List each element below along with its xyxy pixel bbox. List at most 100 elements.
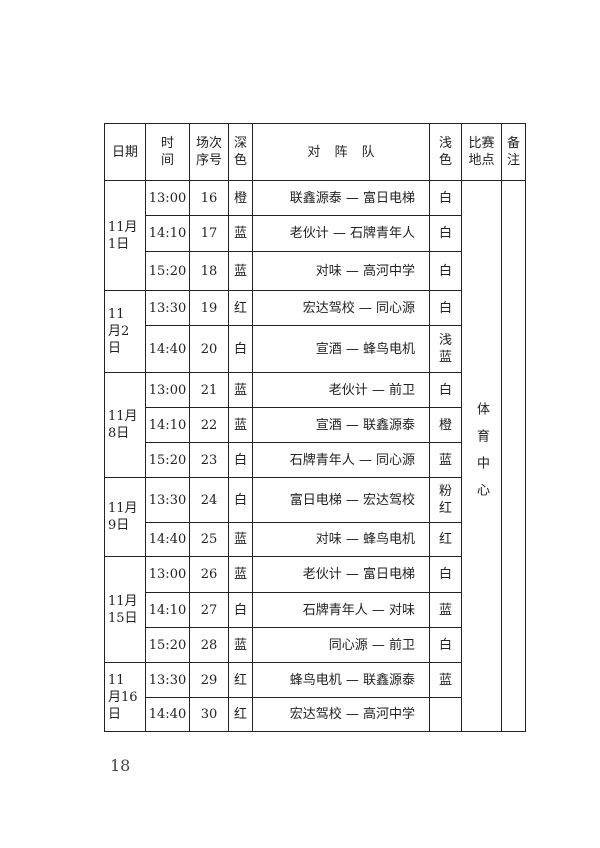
table-row: 11月15日 13:00 26 蓝老伙计 — 富日电梯白 <box>104 556 526 663</box>
time-cell: 15:20 <box>145 251 190 291</box>
light-color-cell: 白 <box>429 372 462 408</box>
time-cell: 13:00 <box>145 372 190 408</box>
table-row: 14:40 20 白宣酒 — 蜂鸟电机 浅蓝 <box>105 325 526 373</box>
date-cell: 11 月2日 <box>104 290 146 373</box>
table-row: 14:40 25 蓝对味 — 蜂鸟电机红 <box>105 522 526 557</box>
header-light-color: 浅色 <box>429 123 462 181</box>
date-cell: 11月8日 <box>104 372 146 478</box>
teams-cell: 宣酒 — 蜂鸟电机 <box>252 325 430 373</box>
dark-color-cell: 蓝 <box>228 627 253 663</box>
teams-cell: 石牌青年人 — 同心源 <box>252 442 430 478</box>
header-date: 日期 <box>104 123 146 181</box>
header-teams: 对 阵 队 <box>252 123 430 181</box>
teams-cell: 宣酒 — 联鑫源泰 <box>252 407 430 443</box>
light-color-cell: 蓝 <box>429 662 462 698</box>
light-color-cell: 白 <box>429 215 462 252</box>
light-color-cell: 白 <box>429 251 462 291</box>
light-color-cell: 蓝 <box>429 592 462 628</box>
match-no-cell: 28 <box>189 627 229 663</box>
time-cell: 13:30 <box>145 290 190 326</box>
dark-color-cell: 蓝 <box>228 407 253 443</box>
light-color-cell: 粉红 <box>429 477 462 523</box>
light-color-cell: 橙 <box>429 407 462 443</box>
table-row: 15:20 18 蓝对味 — 高河中学白 <box>105 251 526 291</box>
teams-cell: 同心源 — 前卫 <box>252 627 430 663</box>
light-color-cell: 白 <box>429 556 462 593</box>
header-time: 时间 <box>145 123 190 181</box>
light-color-cell: 白 <box>429 290 462 326</box>
table-row: 15:20 28 蓝同心源 — 前卫白 <box>105 627 526 663</box>
table-row: 11 月16日 13:30 29 红蜂鸟电机 — 联鑫源泰蓝 <box>104 662 526 732</box>
time-cell: 15:20 <box>145 442 190 478</box>
match-no-cell: 30 <box>189 697 229 732</box>
table-row: 11 月2日 13:30 19 红宏达驾校 — 同心源白 <box>104 290 526 373</box>
time-cell: 13:00 <box>145 556 190 593</box>
dark-color-cell: 蓝 <box>228 215 253 252</box>
dark-color-cell: 白 <box>228 477 253 523</box>
teams-cell: 蜂鸟电机 — 联鑫源泰 <box>252 662 430 698</box>
date-cell: 11月1日 <box>104 180 146 291</box>
match-no-cell: 27 <box>189 592 229 628</box>
dark-color-cell: 红 <box>228 290 253 326</box>
dark-color-cell: 蓝 <box>228 372 253 408</box>
table-row: 11月8日 13:00 21 蓝老伙计 — 前卫白 <box>104 372 526 478</box>
match-no-cell: 21 <box>189 372 229 408</box>
table-row: 15:20 23 白石牌青年人 — 同心源蓝 <box>105 442 526 478</box>
table-row: 11月9日 13:30 24 白富日电梯 — 宏达驾校 粉红 <box>104 477 526 557</box>
table-row: 14:40 30 红宏达驾校 — 高河中学 <box>105 697 526 732</box>
teams-cell: 宏达驾校 — 同心源 <box>252 290 430 326</box>
dark-color-cell: 红 <box>228 662 253 698</box>
match-no-cell: 16 <box>189 180 229 216</box>
header-notes: 备注 <box>501 123 526 181</box>
time-cell: 13:30 <box>145 477 190 523</box>
match-no-cell: 20 <box>189 325 229 373</box>
teams-cell: 联鑫源泰 — 富日电梯 <box>252 180 430 216</box>
date-cell: 11 月16日 <box>104 662 146 732</box>
match-no-cell: 26 <box>189 556 229 593</box>
match-no-cell: 18 <box>189 251 229 291</box>
light-color-cell: 白 <box>429 627 462 663</box>
time-cell: 13:00 <box>145 180 190 216</box>
teams-cell: 宏达驾校 — 高河中学 <box>252 697 430 732</box>
time-cell: 14:10 <box>145 407 190 443</box>
table-row: 14:10 17 蓝老伙计 — 石牌青年人白 <box>105 215 526 252</box>
teams-cell: 石牌青年人 — 对味 <box>252 592 430 628</box>
header-dark-color: 深色 <box>228 123 253 181</box>
notes-cell <box>501 180 526 732</box>
teams-cell: 老伙计 — 前卫 <box>252 372 430 408</box>
date-cell: 11月9日 <box>104 477 146 557</box>
match-no-cell: 29 <box>189 662 229 698</box>
schedule-table: 日期 时间 场次序号 深色 对 阵 队 浅色 比赛地点 备注 11月1日 13:0… <box>104 123 526 732</box>
dark-color-cell: 白 <box>228 592 253 628</box>
light-color-cell: 浅蓝 <box>429 325 462 373</box>
teams-cell: 老伙计 — 石牌青年人 <box>252 215 430 252</box>
dark-color-cell: 蓝 <box>228 522 253 557</box>
time-cell: 14:40 <box>145 522 190 557</box>
light-color-cell <box>429 697 462 732</box>
dark-color-cell: 橙 <box>228 180 253 216</box>
light-color-cell: 蓝 <box>429 442 462 478</box>
dark-color-cell: 蓝 <box>228 556 253 593</box>
dark-color-cell: 白 <box>228 325 253 373</box>
teams-cell: 富日电梯 — 宏达驾校 <box>252 477 430 523</box>
match-no-cell: 25 <box>189 522 229 557</box>
time-cell: 13:30 <box>145 662 190 698</box>
light-color-cell: 红 <box>429 522 462 557</box>
light-color-cell: 白 <box>429 180 462 216</box>
match-no-cell: 19 <box>189 290 229 326</box>
teams-cell: 对味 — 蜂鸟电机 <box>252 522 430 557</box>
header-venue: 比赛地点 <box>461 123 502 181</box>
time-cell: 15:20 <box>145 627 190 663</box>
dark-color-cell: 蓝 <box>228 251 253 291</box>
time-cell: 14:10 <box>145 215 190 252</box>
dark-color-cell: 红 <box>228 697 253 732</box>
match-no-cell: 24 <box>189 477 229 523</box>
table-row: 11月1日 13:00 16 橙联鑫源泰 — 富日电梯白体育中心 <box>104 180 526 732</box>
time-cell: 14:40 <box>145 325 190 373</box>
time-cell: 14:10 <box>145 592 190 628</box>
match-no-cell: 22 <box>189 407 229 443</box>
teams-cell: 对味 — 高河中学 <box>252 251 430 291</box>
venue-cell: 体育中心 <box>461 180 502 732</box>
match-no-cell: 17 <box>189 215 229 252</box>
match-no-cell: 23 <box>189 442 229 478</box>
